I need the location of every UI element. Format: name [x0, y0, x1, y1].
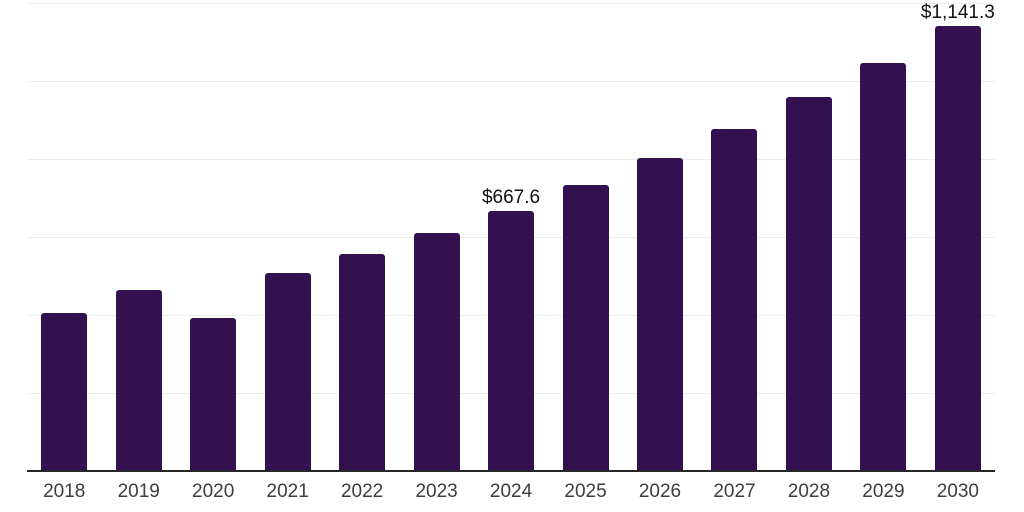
bar-slot-2027 [697, 3, 771, 471]
x-axis-tick-labels: 2018 2019 2020 2021 2022 2023 2024 2025 2026 2027… [27, 481, 995, 503]
bar-slot-2020 [176, 3, 250, 471]
x-tick-label-2022: 2022 [340, 481, 384, 502]
bar-2018 [41, 312, 88, 471]
x-tick-label-2029: 2029 [862, 481, 905, 502]
x-tick-label-2024: 2024 [489, 481, 533, 502]
x-tick-label-2028: 2028 [787, 481, 831, 502]
bar-2024 [488, 210, 535, 471]
bar-2019 [115, 289, 162, 471]
bar-slot-2018 [27, 3, 101, 471]
bar-slot-2021 [250, 3, 324, 471]
bar-slot-2028 [772, 3, 846, 471]
bar-2025 [562, 185, 609, 471]
bar-2022 [339, 253, 386, 471]
bar-slot-2026 [623, 3, 697, 471]
bar-2020 [190, 317, 237, 471]
x-tick-label-2025: 2025 [564, 481, 607, 502]
x-tick-label-2030: 2030 [936, 481, 979, 502]
gridline [27, 159, 995, 160]
bar-slot-2025 [548, 3, 622, 471]
bar-2030 [934, 26, 981, 471]
bar-2021 [264, 273, 311, 471]
x-tick-label-2023: 2023 [415, 481, 458, 502]
bar-value-label-2024: $667.6 [481, 186, 541, 208]
bar-2026 [636, 158, 683, 471]
bar-slot-2030: $1,141.3 [921, 3, 995, 471]
gridline [27, 3, 995, 4]
plot-area: $667.6 $1,141.3 [27, 3, 995, 471]
bar-slot-2029 [846, 3, 920, 471]
bar-2028 [785, 97, 832, 471]
bar-2023 [413, 233, 460, 471]
bar-value-label-2030: $1,141.3 [920, 2, 995, 23]
bar-slot-2024: $667.6 [474, 3, 548, 471]
x-tick-label-2021: 2021 [266, 481, 309, 502]
x-tick-label-2019: 2019 [117, 481, 160, 502]
x-tick-label-2027: 2027 [713, 481, 756, 502]
bar-slot-2019 [101, 3, 175, 471]
x-tick-label-2020: 2020 [192, 481, 235, 502]
x-axis-line [27, 470, 995, 472]
bar-2029 [860, 63, 907, 471]
bar-2027 [711, 128, 758, 471]
bar-slot-2023 [399, 3, 473, 471]
x-tick-label-2018: 2018 [43, 481, 86, 502]
gridline [27, 81, 995, 82]
bar-slot-2022 [325, 3, 399, 471]
x-tick-label-2026: 2026 [638, 481, 682, 502]
